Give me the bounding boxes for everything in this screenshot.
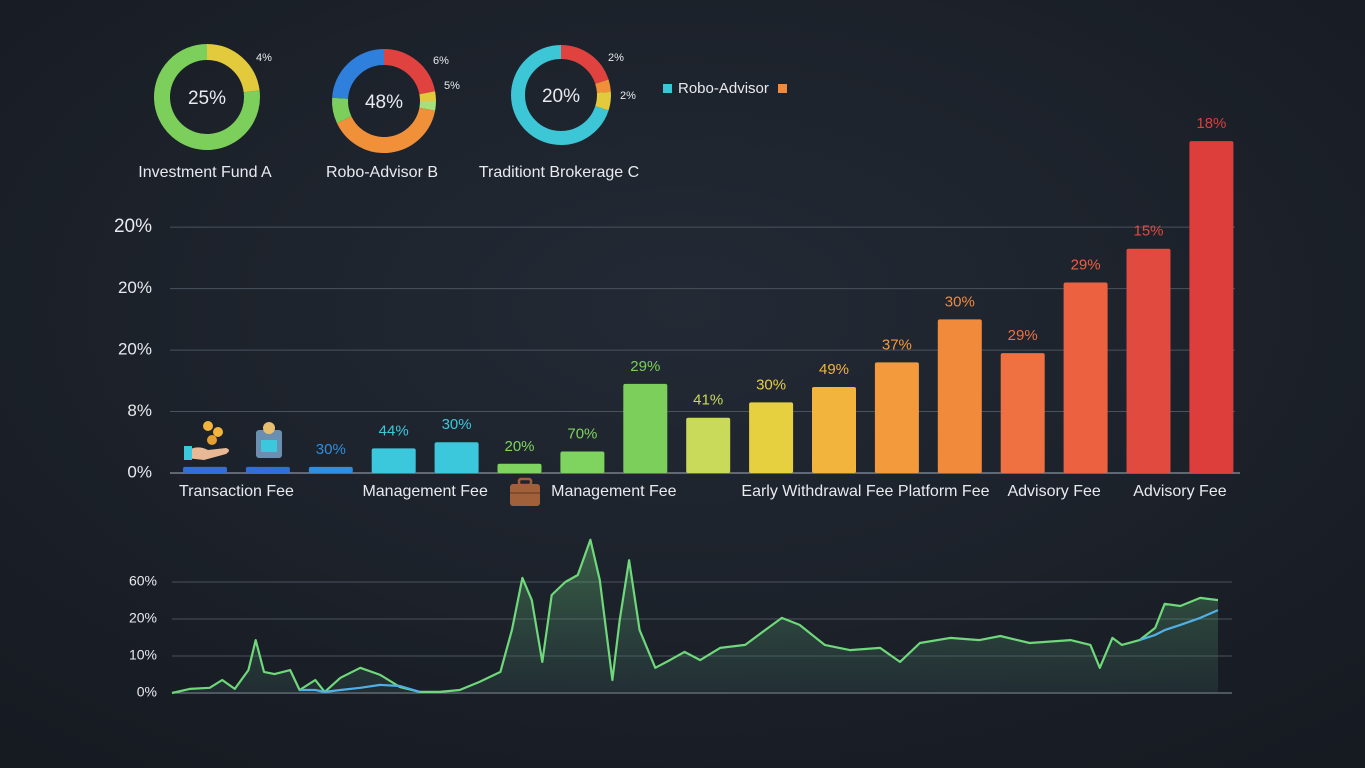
line-series xyxy=(171,538,1219,695)
x-tick-label: Advisory Fee xyxy=(1133,483,1226,500)
donut-segment xyxy=(154,44,260,150)
donut-annotation: 4% xyxy=(256,52,272,64)
y-tick-label: 20% xyxy=(118,340,152,359)
y-tick-label: 20% xyxy=(118,278,152,297)
legend-swatch xyxy=(663,84,672,93)
donut-segment xyxy=(560,45,609,85)
x-tick-label: Management Fee xyxy=(362,483,488,500)
bar xyxy=(371,448,416,473)
legend-label: Robo-Advisor xyxy=(678,80,769,97)
y-tick-label: 10% xyxy=(129,647,157,663)
bar-annotation: 30% xyxy=(945,293,975,310)
donut-segment xyxy=(206,44,260,93)
bar xyxy=(560,451,605,473)
bar xyxy=(1126,248,1171,473)
donut-segment xyxy=(336,107,436,153)
x-tick-label: Management Fee xyxy=(551,483,677,500)
bar xyxy=(1189,141,1234,474)
bar xyxy=(183,466,227,473)
donut-segment xyxy=(595,79,611,93)
bar-annotation: 41% xyxy=(693,392,723,409)
donut-center-label: 25% xyxy=(188,88,226,109)
donut-label: Robo-Advisor B xyxy=(326,164,438,181)
bar xyxy=(874,362,919,473)
bar-annotation: 37% xyxy=(882,336,912,353)
donut-segment xyxy=(595,91,611,111)
y-tick-label: 60% xyxy=(129,573,157,589)
x-tick-label: Advisory Fee xyxy=(1007,483,1100,500)
donut-segment xyxy=(419,100,436,111)
bar-annotation: 15% xyxy=(1133,223,1163,240)
bar xyxy=(434,442,479,473)
bar xyxy=(812,386,856,473)
bar-annotation: 30% xyxy=(756,376,786,393)
bar xyxy=(686,417,731,473)
bar-annotation: 29% xyxy=(1008,327,1038,344)
y-tick-label: 20% xyxy=(114,216,152,237)
y-tick-label: 0% xyxy=(137,684,157,700)
bar xyxy=(245,466,290,473)
bar-annotation: 30% xyxy=(316,441,346,458)
bar-annotation: 49% xyxy=(819,361,849,378)
donut-annotation: 2% xyxy=(620,90,636,102)
donut-label: Investment Fund A xyxy=(138,164,272,181)
donut-center-label: 48% xyxy=(365,92,403,113)
bar-annotation: 70% xyxy=(567,425,597,442)
bar xyxy=(1000,353,1045,473)
y-tick-label: 0% xyxy=(127,462,152,481)
donut-label: Traditiont Brokerage C xyxy=(479,164,639,181)
bar-annotation: 29% xyxy=(1071,256,1101,273)
donut-segment xyxy=(332,49,385,100)
bar xyxy=(937,319,982,473)
bar xyxy=(749,402,794,473)
line-series xyxy=(299,609,1219,693)
y-tick-label: 20% xyxy=(129,610,157,626)
donut-segment xyxy=(560,105,609,145)
briefcase-icon xyxy=(510,477,540,506)
legend-swatch xyxy=(778,84,787,93)
donut-annotation: 6% xyxy=(433,55,449,67)
donut-segment xyxy=(419,91,436,102)
y-tick-label: 8% xyxy=(127,401,152,420)
bar-annotation: 18% xyxy=(1196,115,1226,132)
bar xyxy=(497,463,542,473)
coin-hand-icon xyxy=(184,421,229,460)
line-area xyxy=(172,539,1218,693)
donut-annotation: 2% xyxy=(608,52,624,64)
donut-segment xyxy=(511,45,562,145)
bar xyxy=(308,466,353,473)
donut-segment xyxy=(332,97,352,124)
donut-center-label: 20% xyxy=(542,86,580,107)
bar-annotation: 30% xyxy=(442,416,472,433)
donut-annotation: 5% xyxy=(444,80,460,92)
donut-segment xyxy=(383,49,436,95)
bar-annotation: 20% xyxy=(504,438,534,455)
x-tick-label: Transaction Fee xyxy=(179,483,294,500)
bar-annotation: 44% xyxy=(379,422,409,439)
bar-annotation: 29% xyxy=(630,358,660,375)
bar xyxy=(1063,282,1108,473)
bar xyxy=(623,383,668,473)
x-tick-label: Early Withdrawal Fee Platform Fee xyxy=(741,483,989,500)
map-icon xyxy=(256,422,282,458)
